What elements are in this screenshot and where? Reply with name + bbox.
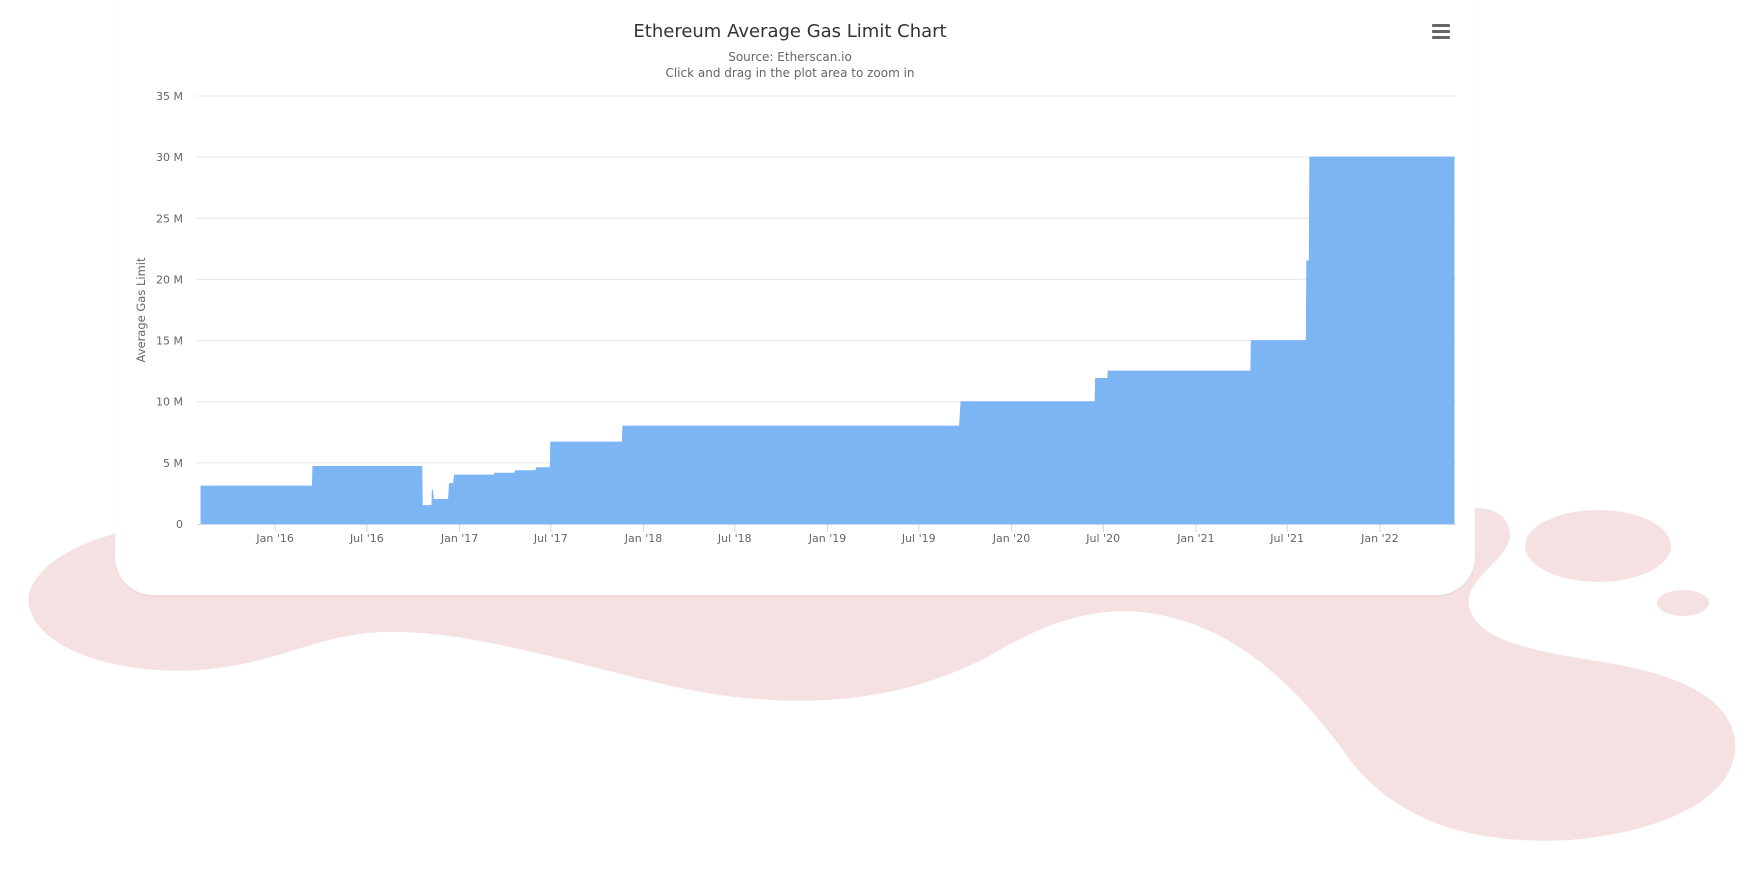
y-tick-label: 15 M [156, 335, 183, 348]
hamburger-menu-icon [1432, 24, 1450, 39]
pink-blob-oval-small [1657, 590, 1709, 616]
x-tick-label: Jan '18 [624, 532, 662, 545]
y-axis-title: Average Gas Limit [134, 257, 148, 362]
chart-subtitle-hint: Click and drag in the plot area to zoom … [665, 66, 914, 80]
x-tick-label: Jan '20 [992, 532, 1030, 545]
area-series-0[interactable] [200, 156, 1455, 525]
axis-layer: 0 5 M 10 M 15 M 20 M 25 M 30 M 35 M Jan '16 Jul '… [156, 90, 1456, 545]
y-tick-label: 10 M [156, 396, 183, 409]
chart-title: Ethereum Average Gas Limit Chart [633, 21, 946, 42]
x-tick-label: Jan '22 [1360, 532, 1398, 545]
grid-layer [197, 95, 1456, 464]
x-tick-label: Jan '17 [440, 532, 478, 545]
x-tick-label: Jul '19 [901, 532, 936, 545]
y-tick-label: 0 [176, 518, 183, 531]
pink-blob-oval-large [1525, 510, 1671, 582]
x-tick-label: Jan '16 [255, 532, 293, 545]
x-tick-label: Jul '21 [1269, 532, 1304, 545]
x-tick-label: Jul '18 [717, 532, 752, 545]
chart-subtitle-source: Source: Etherscan.io [728, 50, 852, 64]
x-tick-label: Jul '16 [349, 532, 384, 545]
y-tick-label: 25 M [156, 212, 183, 225]
y-tick-label: 35 M [156, 90, 183, 103]
y-tick-label: 5 M [163, 457, 183, 470]
x-tick-label: Jan '19 [808, 532, 846, 545]
y-tick-label: 30 M [156, 151, 183, 164]
x-tick-label: Jan '21 [1176, 532, 1214, 545]
x-tick-label: Jul '20 [1085, 532, 1120, 545]
chart-menu-button[interactable] [1428, 18, 1456, 46]
x-tick-label: Jul '17 [533, 532, 568, 545]
series-layer [200, 156, 1455, 525]
y-tick-label: 20 M [156, 273, 183, 286]
